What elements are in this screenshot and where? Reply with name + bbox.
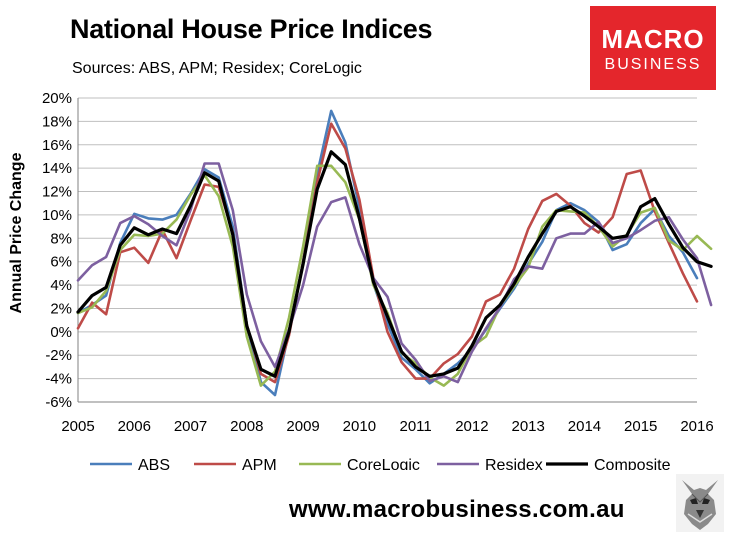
y-tick-label: 6% [50,254,72,271]
legend-label-composite: Composite [594,457,671,470]
series-line-abs [76,109,699,397]
y-tick-label: 4% [50,277,72,294]
x-tick-label: 2009 [286,418,319,435]
legend-label-corelogic: CoreLogic [347,457,420,470]
legend-label-abs: ABS [138,457,170,470]
x-tick-label: 2007 [174,418,207,435]
y-tick-label: 14% [42,160,72,177]
x-tick-label: 2013 [511,418,544,435]
legend-label-apm: APM [242,457,277,470]
y-tick-label: 2% [50,300,72,317]
y-tick-label: 12% [42,184,72,201]
y-tick-label: 20% [42,90,72,107]
y-tick-label: 0% [50,324,72,341]
gridlines [78,97,697,403]
axes [77,98,697,403]
chart-title: National House Price Indices [70,14,433,44]
y-tick-label: 8% [50,230,72,247]
wolf-logo-icon [676,474,724,532]
x-tick-label: 2011 [400,418,432,435]
y-tick-label: -2% [45,347,72,364]
y-tick-label: 10% [42,207,72,224]
legend: ABS APM CoreLogic Residex Composite [90,457,671,470]
chart-subtitle: Sources: ABS, APM; Residex; CoreLogic [72,60,362,77]
series-lines [76,109,713,397]
x-axis-ticks: 2005 2006 2007 2008 2009 2010 2011 2012 2013 2014… [61,418,713,435]
x-tick-label: 2012 [455,418,488,435]
series-line-apm [76,122,699,384]
y-tick-label: 18% [42,113,72,130]
y-axis-ticks: -6% -4% -2% 0% 2% 4% 6% 8% 10% 12% 14% 16% 18% 20% [42,90,72,411]
x-tick-label: 2014 [568,418,601,435]
x-tick-label: 2010 [343,418,376,435]
y-axis-label: Annual Price Change [8,152,25,313]
line-chart: -6% -4% -2% 0% 2% 4% 6% 8% 10% 12% 14% 16% 18% 20% 20… [8,90,714,470]
x-tick-label: 2008 [230,418,263,435]
y-tick-label: 16% [42,137,72,154]
y-tick-label: -6% [45,394,72,411]
footer-url: www.macrobusiness.com.au [289,496,625,523]
legend-label-residex: Residex [485,457,543,470]
x-tick-label: 2016 [680,418,713,435]
x-tick-label: 2006 [118,418,151,435]
y-tick-label: -4% [45,371,72,388]
logo-line-2: BUSINESS [604,56,702,73]
macrobusiness-logo: MACRO BUSINESS [590,6,716,90]
series-line-corelogic [76,164,713,387]
series-line-composite [76,150,713,378]
logo-line-1: MACRO [601,24,705,54]
x-tick-label: 2005 [61,418,94,435]
x-tick-label: 2015 [624,418,657,435]
